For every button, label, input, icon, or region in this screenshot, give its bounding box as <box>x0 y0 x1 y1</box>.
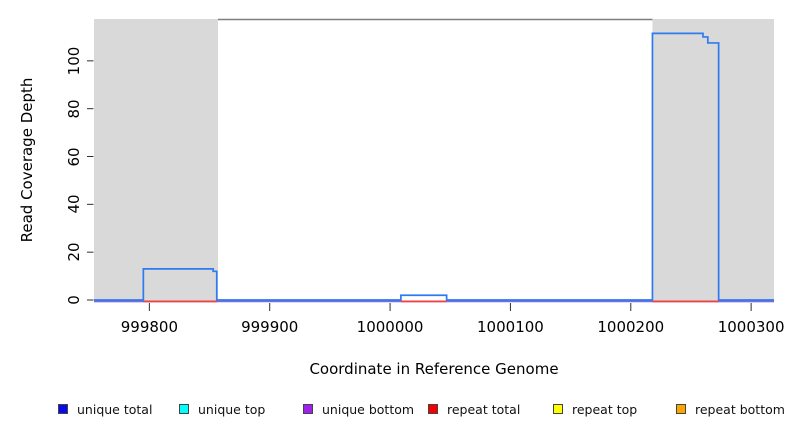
legend: unique total unique top unique bottom repea… <box>0 401 792 419</box>
legend-item-repeat-top: repeat top <box>553 401 637 417</box>
legend-item-unique-bottom: unique bottom <box>303 401 414 417</box>
y-tick-label: 100 <box>65 46 83 76</box>
y-tick-label: 80 <box>65 99 83 119</box>
x-tick-label: 1000000 <box>356 318 424 336</box>
y-axis-title: Read Coverage Depth <box>18 77 36 243</box>
x-axis-title: Coordinate in Reference Genome <box>309 360 559 378</box>
coverage-line-unique-total <box>94 32 774 301</box>
legend-label: repeat bottom <box>695 401 785 417</box>
legend-label: unique top <box>198 401 266 417</box>
y-tick-label: 0 <box>65 295 83 305</box>
legend-item-unique-total: unique total <box>58 401 152 417</box>
legend-swatch-icon <box>303 404 313 414</box>
x-tick-label: 1000100 <box>477 318 544 336</box>
x-tick-label: 1000300 <box>717 318 785 336</box>
legend-swatch-icon <box>676 404 686 414</box>
legend-swatch-icon <box>553 404 563 414</box>
legend-swatch-icon <box>428 404 438 414</box>
legend-label: unique bottom <box>322 401 415 417</box>
y-tick-label: 60 <box>65 146 83 167</box>
legend-swatch-icon <box>58 404 68 414</box>
legend-swatch-icon <box>179 404 189 414</box>
x-tick-label: 1000200 <box>597 318 665 336</box>
legend-label: unique total <box>77 401 153 417</box>
shaded-region <box>652 19 774 303</box>
y-tick-label: 40 <box>65 194 83 214</box>
legend-item-repeat-bottom: repeat bottom <box>676 401 785 417</box>
y-tick-label: 20 <box>65 242 83 262</box>
legend-item-unique-top: unique top <box>179 401 265 417</box>
x-tick-label: 999800 <box>120 318 178 336</box>
shaded-region <box>94 19 218 303</box>
legend-label: repeat total <box>447 401 521 417</box>
legend-label: repeat top <box>572 401 638 417</box>
legend-item-repeat-total: repeat total <box>428 401 520 417</box>
x-tick-label: 999900 <box>241 318 299 336</box>
